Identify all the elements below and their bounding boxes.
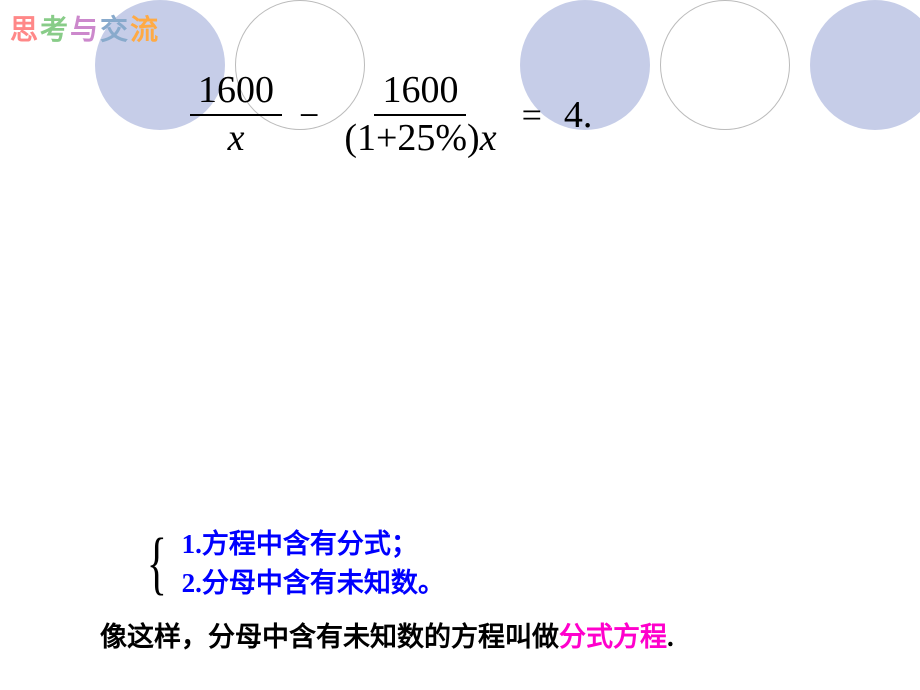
equation-rhs: 4. — [564, 93, 593, 137]
page-title: 思考与交流 — [10, 8, 160, 48]
title-char-5: 流 — [130, 8, 160, 48]
fraction-2: 1600 (1+25%)x — [336, 70, 504, 160]
fraction-2-numerator: 1600 — [374, 70, 466, 116]
circle-4 — [660, 0, 790, 130]
title-char-1: 思 — [10, 8, 40, 48]
fraction-1-numerator: 1600 — [190, 70, 282, 116]
feature-line-2: 2.分母中含有未知数。 — [182, 564, 445, 603]
fraction-1-denominator: x — [220, 116, 253, 160]
brace-group: { 1.方程中含有分式； 2.分母中含有未知数。 — [140, 525, 880, 603]
fraction-1: 1600 x — [190, 70, 282, 160]
definition-highlight: 分式方程 — [559, 622, 667, 652]
definition-prefix: 像这样，分母中含有未知数的方程叫做 — [100, 622, 559, 652]
definition-suffix: . — [667, 622, 674, 652]
feature-lines: 1.方程中含有分式； 2.分母中含有未知数。 — [182, 525, 445, 603]
circle-5 — [810, 0, 920, 130]
title-char-4: 交 — [100, 8, 130, 48]
fraction-2-denominator: (1+25%)x — [336, 116, 504, 160]
left-brace: { — [147, 536, 167, 592]
features-block: { 1.方程中含有分式； 2.分母中含有未知数。 — [140, 525, 880, 603]
minus-operator: − — [299, 94, 319, 136]
title-char-2: 考 — [40, 8, 70, 48]
equals-operator: = — [522, 94, 542, 136]
definition-text: 像这样，分母中含有未知数的方程叫做分式方程. — [100, 615, 674, 654]
title-char-3: 与 — [70, 8, 100, 48]
feature-line-1: 1.方程中含有分式； — [182, 525, 445, 564]
main-equation: 1600 x − 1600 (1+25%)x = 4. — [185, 70, 592, 160]
